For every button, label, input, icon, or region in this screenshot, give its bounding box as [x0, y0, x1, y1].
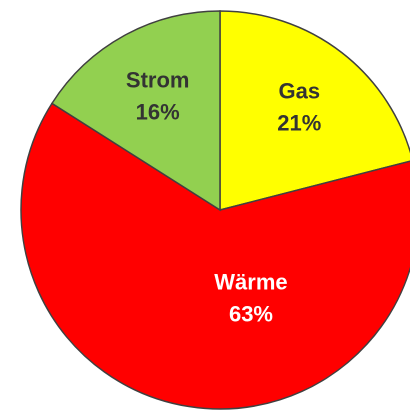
slice-label: Gas	[278, 79, 320, 104]
slice-value-label: 21%	[277, 111, 321, 136]
pie-slice	[50, 10, 221, 212]
pie-slice	[219, 10, 410, 211]
pie-slice	[20, 102, 410, 410]
slice-label: Strom	[126, 67, 190, 92]
slice-value-label: 16%	[136, 99, 180, 124]
slice-value-label: 63%	[229, 301, 273, 326]
slice-label: Wärme	[214, 269, 287, 294]
